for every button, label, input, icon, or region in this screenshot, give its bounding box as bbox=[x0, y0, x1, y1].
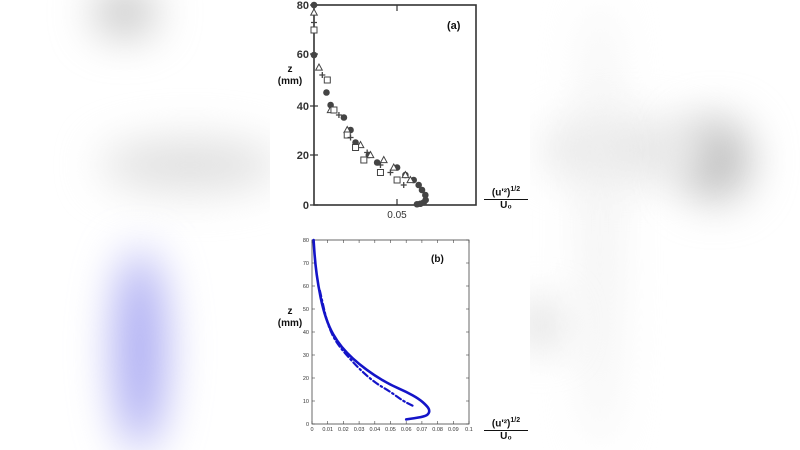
panel-b-xlabel: (u'²)1/2 U₀ bbox=[482, 417, 530, 442]
ylabel-z: z bbox=[287, 306, 293, 317]
data-point-marker bbox=[323, 76, 331, 84]
data-point-marker bbox=[400, 182, 407, 188]
panel-b-ticks bbox=[311, 239, 470, 425]
svg-text:0.03: 0.03 bbox=[354, 427, 365, 433]
ylabel-unit: (mm) bbox=[277, 76, 303, 87]
bg-blob bbox=[585, 0, 615, 450]
data-point-marker bbox=[377, 162, 384, 168]
data-point-marker bbox=[340, 114, 348, 121]
data-point-marker bbox=[309, 7, 319, 16]
svg-text:0: 0 bbox=[303, 200, 309, 212]
data-point-marker bbox=[387, 169, 394, 176]
data-point-marker bbox=[415, 181, 422, 189]
bg-blob bbox=[95, 0, 155, 35]
svg-text:60: 60 bbox=[297, 49, 309, 61]
panel-a-scatter bbox=[309, 1, 429, 208]
data-point-marker bbox=[310, 1, 318, 9]
svg-text:10: 10 bbox=[303, 399, 309, 405]
figure-panel: 80 60 40 20 0 0.05 (a) 0 0.01 0.02 0.03 0.04… bbox=[270, 0, 530, 450]
bg-blob bbox=[115, 250, 165, 450]
data-point-marker bbox=[422, 191, 429, 199]
svg-text:60: 60 bbox=[303, 284, 309, 290]
svg-text:40: 40 bbox=[297, 101, 309, 113]
xlabel-exponent: 1/2 bbox=[510, 186, 521, 193]
svg-text:0.1: 0.1 bbox=[465, 427, 473, 433]
data-point-marker bbox=[373, 159, 381, 166]
data-point-marker bbox=[379, 155, 388, 164]
data-point-marker bbox=[364, 149, 371, 156]
panel-a-label: (a) bbox=[447, 20, 461, 32]
svg-text:80: 80 bbox=[303, 238, 309, 244]
xlabel-denominator: U₀ bbox=[500, 200, 512, 212]
data-point-marker bbox=[330, 106, 338, 114]
data-point-marker bbox=[360, 156, 368, 164]
svg-text:0.06: 0.06 bbox=[401, 427, 412, 433]
xlabel-numerator: (u'²) bbox=[491, 187, 511, 199]
data-point-marker bbox=[323, 89, 330, 96]
xlabel-fraction-bar bbox=[484, 199, 528, 201]
data-point-marker bbox=[310, 26, 318, 34]
bg-blob bbox=[540, 120, 710, 180]
panel-b-curves bbox=[312, 238, 431, 421]
svg-text:0.07: 0.07 bbox=[417, 427, 428, 433]
svg-text:40: 40 bbox=[303, 330, 309, 336]
svg-text:0.04: 0.04 bbox=[369, 427, 380, 433]
bg-blob bbox=[100, 140, 280, 190]
data-point-marker bbox=[376, 169, 384, 176]
panel-a-xlabel: (u'²)1/2 U₀ bbox=[482, 186, 530, 211]
data-point-marker bbox=[389, 162, 398, 171]
svg-text:0.09: 0.09 bbox=[448, 427, 459, 433]
svg-text:30: 30 bbox=[303, 353, 309, 359]
svg-text:0.01: 0.01 bbox=[322, 427, 333, 433]
data-point-marker bbox=[335, 112, 342, 118]
panel-a-frame bbox=[313, 4, 477, 206]
panel-a-ytick-labels: 80 60 40 20 0 bbox=[297, 0, 309, 212]
svg-text:0.05: 0.05 bbox=[385, 427, 396, 433]
ylabel-z: z bbox=[287, 64, 293, 75]
svg-text:0.02: 0.02 bbox=[338, 427, 349, 433]
panel-a-xtick-label: 0.05 bbox=[387, 210, 407, 221]
dashdot-curve bbox=[318, 289, 414, 407]
panel-b: 0 0.01 0.02 0.03 0.04 0.05 0.06 0.07 0.08 0.09 0.1… bbox=[303, 238, 473, 433]
data-point-marker bbox=[401, 170, 410, 179]
panel-b-tick-labels: 0 0.01 0.02 0.03 0.04 0.05 0.06 0.07 0.08 0.09 0.1… bbox=[303, 238, 473, 433]
data-point-marker bbox=[418, 186, 426, 194]
panel-b-frame bbox=[311, 239, 470, 425]
xlabel-numerator: (u'²) bbox=[491, 418, 511, 430]
xlabel-exponent: 1/2 bbox=[510, 417, 521, 424]
svg-text:20: 20 bbox=[303, 376, 309, 382]
figure-svg: 80 60 40 20 0 0.05 (a) 0 0.01 0.02 0.03 0.04… bbox=[297, 0, 477, 433]
data-point-marker bbox=[347, 134, 354, 141]
data-point-marker bbox=[393, 176, 401, 184]
svg-text:0: 0 bbox=[306, 422, 309, 428]
panel-a: 80 60 40 20 0 0.05 (a) bbox=[297, 0, 477, 221]
svg-text:70: 70 bbox=[303, 261, 309, 267]
svg-text:20: 20 bbox=[297, 150, 309, 162]
xlabel-denominator: U₀ bbox=[500, 431, 512, 443]
svg-text:50: 50 bbox=[303, 307, 309, 313]
svg-text:80: 80 bbox=[297, 0, 309, 12]
data-point-marker bbox=[366, 150, 375, 159]
data-point-marker bbox=[406, 175, 415, 184]
ylabel-unit: (mm) bbox=[277, 318, 303, 329]
data-point-marker bbox=[314, 62, 324, 71]
svg-text:0: 0 bbox=[310, 427, 313, 433]
svg-text:0.08: 0.08 bbox=[432, 427, 443, 433]
panel-b-ylabel: z (mm) bbox=[270, 306, 310, 330]
panel-a-ylabel: z (mm) bbox=[270, 64, 310, 88]
data-point-marker bbox=[310, 51, 318, 59]
xlabel-fraction-bar bbox=[484, 430, 528, 432]
data-point-marker bbox=[319, 72, 326, 78]
data-point-marker bbox=[352, 144, 360, 151]
data-point-marker bbox=[311, 19, 317, 26]
data-point-marker bbox=[413, 200, 421, 208]
panel-b-label: (b) bbox=[431, 254, 444, 265]
